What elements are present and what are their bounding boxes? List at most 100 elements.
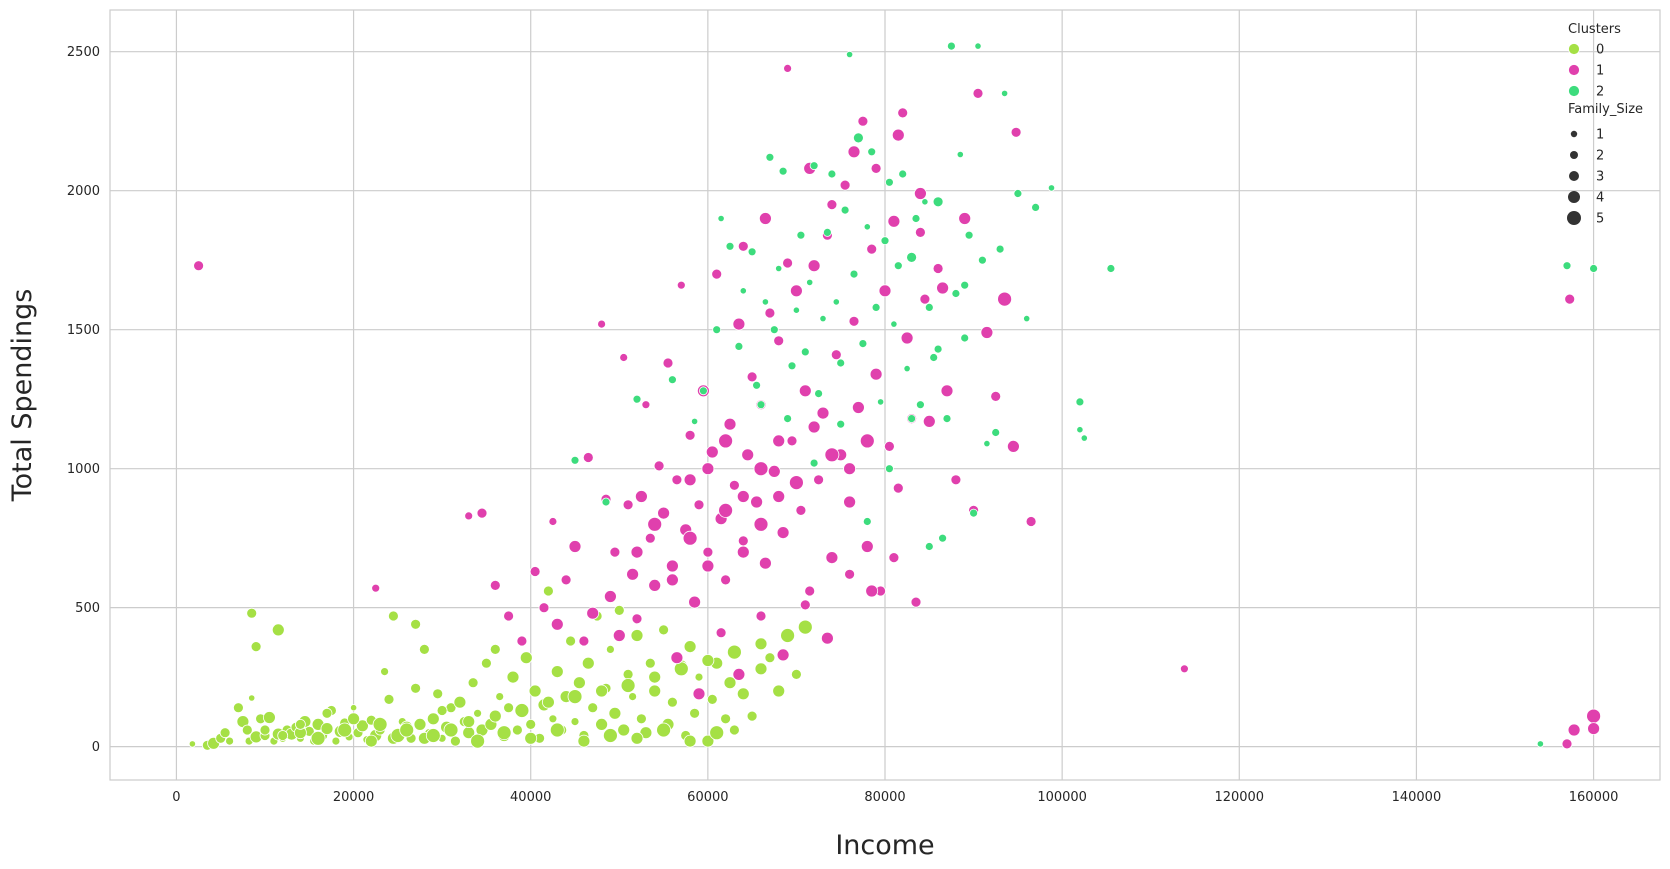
data-point-cluster-1	[1586, 708, 1601, 724]
data-point-cluster-0	[410, 618, 422, 630]
data-point-cluster-0	[320, 722, 334, 735]
data-point-cluster-2	[849, 269, 859, 279]
data-point-cluster-1	[701, 559, 715, 573]
data-point-cluster-0	[462, 715, 476, 728]
data-point-cluster-2	[832, 298, 840, 306]
data-point-cluster-1	[839, 179, 851, 191]
data-point-cluster-2	[761, 298, 770, 306]
data-point-cluster-0	[791, 669, 802, 680]
data-point-cluster-0	[294, 719, 306, 730]
data-point-cluster-1	[641, 400, 651, 410]
data-point-cluster-0	[780, 628, 795, 643]
legend-marker-size-2	[1570, 151, 1578, 159]
data-point-cluster-1	[897, 107, 909, 119]
data-point-cluster-0	[667, 696, 678, 708]
legend-label-size-1: 1	[1596, 128, 1604, 143]
legend-marker-size-1	[1570, 130, 1578, 138]
legend-label-size-3: 3	[1596, 170, 1604, 185]
data-point-cluster-1	[852, 401, 865, 414]
data-point-cluster-0	[581, 656, 595, 670]
data-point-cluster-1	[1567, 723, 1581, 737]
data-point-cluster-0	[636, 713, 647, 725]
legend-marker-size-4	[1568, 191, 1580, 203]
data-point-cluster-1	[772, 434, 786, 448]
data-point-cluster-1	[888, 552, 900, 563]
x-tick-label: 140000	[1392, 790, 1442, 805]
data-point-cluster-1	[887, 214, 901, 228]
data-point-cluster-1	[844, 568, 855, 580]
data-point-cluster-1	[990, 390, 1002, 402]
data-point-cluster-1	[630, 545, 644, 559]
data-point-cluster-2	[951, 289, 961, 298]
data-point-cluster-0	[630, 731, 644, 745]
data-point-cluster-2	[969, 508, 978, 518]
data-point-cluster-1	[582, 452, 594, 463]
data-point-cluster-1	[940, 384, 954, 398]
data-point-cluster-1	[789, 475, 804, 491]
data-point-cluster-2	[668, 375, 677, 385]
data-point-cluster-2	[1047, 184, 1056, 192]
data-point-cluster-1	[813, 474, 824, 486]
data-point-cluster-0	[364, 734, 378, 748]
data-point-cluster-0	[549, 722, 565, 738]
data-point-cluster-1	[972, 88, 984, 99]
data-point-cluster-2	[717, 214, 725, 223]
legend: Clusters 0 1 2 Family_Size 1 2 3 4 5	[1567, 22, 1643, 227]
data-point-cluster-2	[823, 227, 832, 237]
data-point-cluster-0	[453, 695, 467, 709]
data-point-cluster-1	[884, 440, 895, 452]
data-point-cluster-1	[910, 596, 922, 608]
data-point-cluster-2	[964, 230, 974, 240]
x-axis-ticks: 0 20000 40000 60000 80000 100000 120000 140000 1…	[172, 790, 1618, 805]
data-point-cluster-1	[692, 687, 706, 701]
data-point-cluster-2	[885, 464, 894, 474]
data-point-cluster-2	[929, 353, 939, 362]
legend-label-cluster-2: 2	[1596, 85, 1604, 100]
legend-label-size-2: 2	[1596, 149, 1604, 164]
data-point-cluster-0	[250, 641, 262, 652]
data-point-cluster-1	[604, 590, 617, 603]
legend-marker-cluster-1	[1568, 64, 1580, 76]
data-point-cluster-2	[1076, 426, 1084, 434]
data-point-cluster-2	[756, 400, 766, 410]
data-point-cluster-0	[355, 719, 369, 733]
data-point-cluster-1	[1010, 126, 1022, 138]
data-point-cluster-0	[488, 709, 502, 723]
data-point-cluster-2	[1080, 434, 1088, 442]
legend-size-title: Family_Size	[1568, 102, 1643, 117]
data-point-cluster-0	[620, 678, 636, 693]
x-tick-label: 60000	[687, 790, 728, 805]
data-point-cluster-1	[371, 583, 381, 593]
data-point-cluster-2	[933, 344, 943, 354]
data-point-cluster-1	[715, 627, 727, 639]
data-point-cluster-0	[648, 684, 662, 698]
plot-area	[109, 9, 1661, 781]
data-point-cluster-2	[840, 205, 850, 215]
data-point-cluster-2	[885, 177, 894, 187]
data-point-cluster-1	[755, 610, 767, 622]
data-point-cluster-0	[277, 730, 289, 741]
data-point-cluster-0	[519, 651, 533, 665]
data-point-cluster-0	[495, 692, 505, 701]
data-point-cluster-1	[568, 540, 582, 553]
data-point-cluster-1	[619, 353, 629, 362]
data-point-cluster-2	[809, 458, 819, 468]
data-point-cluster-0	[628, 692, 637, 701]
data-point-cluster-0	[425, 728, 441, 743]
data-point-cluster-0	[570, 717, 580, 726]
data-point-cluster-0	[689, 707, 700, 719]
data-point-cluster-1	[830, 349, 842, 361]
data-point-cluster-0	[548, 714, 558, 724]
y-tick-label: 2000	[67, 184, 100, 199]
data-point-cluster-1	[799, 599, 811, 611]
data-point-cluster-0	[512, 724, 523, 736]
data-point-cluster-1	[1007, 439, 1020, 453]
data-point-cluster-0	[764, 652, 776, 664]
data-point-cluster-1	[843, 462, 856, 476]
data-point-cluster-2	[783, 414, 792, 424]
data-point-cluster-1	[666, 559, 679, 573]
data-point-cluster-2	[974, 42, 982, 50]
data-point-cluster-0	[617, 723, 631, 737]
x-tick-label: 120000	[1214, 790, 1264, 805]
